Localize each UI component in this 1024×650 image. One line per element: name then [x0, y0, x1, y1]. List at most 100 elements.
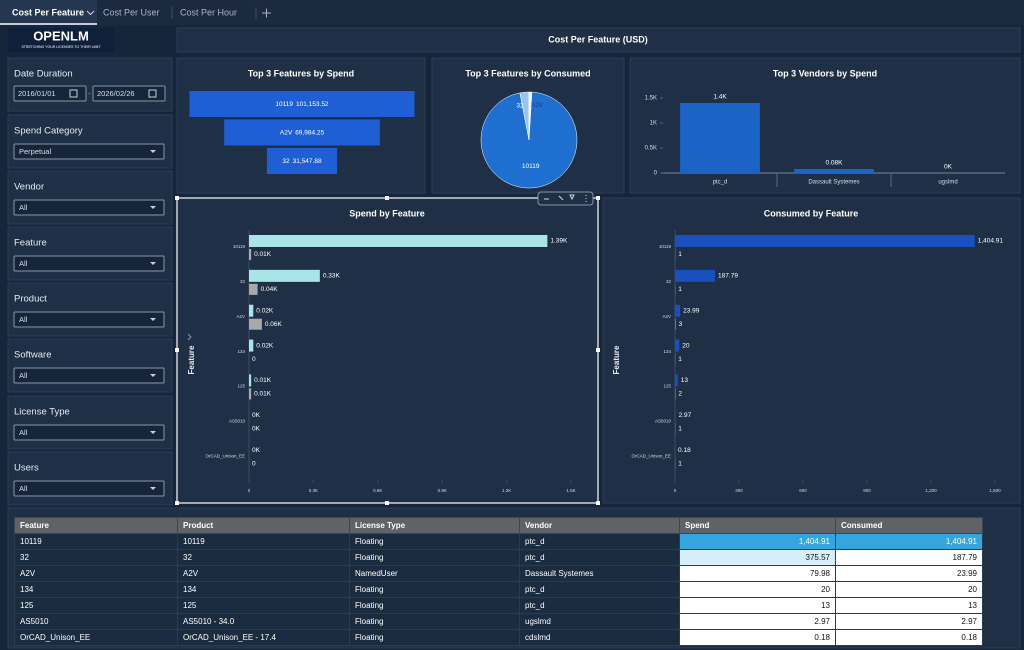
dropdown[interactable] [13, 367, 165, 384]
column-header[interactable]: Vendor [519, 517, 680, 534]
resize-handle[interactable] [385, 501, 389, 505]
filter-label: Product [14, 294, 47, 305]
table-cell: Floating [349, 629, 520, 646]
bar [675, 409, 676, 422]
date-input[interactable] [92, 85, 166, 102]
pie-label: A2V [531, 102, 544, 109]
dropdown[interactable] [13, 424, 165, 441]
filter-panel [7, 170, 173, 225]
table-cell: 1,404.91 [679, 533, 836, 550]
bar [675, 374, 678, 387]
y-tick-label: 10119 [233, 244, 246, 249]
logo: OPENLM [33, 28, 89, 43]
table-cell: ptc_d [519, 597, 680, 614]
pie-label: 32 [516, 102, 524, 109]
table-cell: Floating [349, 597, 520, 614]
dropdown[interactable] [13, 480, 165, 497]
dropdown-caret [150, 431, 156, 434]
dropdown[interactable] [13, 255, 165, 272]
table-cell: 13 [679, 597, 836, 614]
filter-panel [7, 282, 173, 337]
resize-handle[interactable] [385, 196, 389, 200]
bar [794, 169, 874, 173]
bar [249, 283, 258, 295]
resize-handle[interactable] [596, 348, 600, 352]
y-tick-label: 134 [237, 349, 245, 354]
x-tick-label: 0.6K [373, 488, 382, 493]
table-cell: Dassault Systemes [519, 565, 680, 582]
tab[interactable]: Cost Per User [103, 7, 160, 17]
expand-chevron[interactable] [187, 333, 192, 341]
filter-panel [7, 114, 173, 169]
x-tick-label: 1,200 [925, 488, 937, 493]
y-tick-label: OrCAD_Unison_EE [631, 453, 671, 458]
bar [249, 304, 254, 317]
dropdown[interactable] [13, 311, 165, 328]
value-label: 20 [682, 342, 690, 349]
column-header[interactable]: Feature [14, 517, 178, 534]
tab[interactable]: Cost Per Hour [180, 7, 237, 17]
data-table: Feature Product License Type Vendor Spend Con… [14, 517, 983, 646]
table-cell: 375.57 [679, 549, 836, 566]
y-tick-label: 125 [663, 384, 671, 389]
value-label: 1 [678, 356, 682, 363]
y-tick-label: 125 [237, 384, 245, 389]
resize-handle[interactable] [596, 196, 600, 200]
add-tab-icon[interactable] [262, 8, 271, 18]
date-value: 2016/01/01 [18, 89, 56, 98]
date-separator: - [89, 92, 91, 98]
value-label: 1 [678, 426, 682, 433]
resize-handle[interactable] [175, 501, 179, 505]
funnel-bar [266, 148, 338, 174]
dropdown-caret [150, 374, 156, 377]
value-label: 187.79 [718, 273, 738, 280]
visual-toolbar[interactable] [537, 191, 594, 206]
table-cell: cdslmd [519, 629, 680, 646]
resize-handle[interactable] [175, 348, 179, 352]
funnel-label: 32 31,547.88 [282, 158, 322, 165]
table-cell: Floating [349, 613, 520, 630]
column-header[interactable]: License Type [349, 517, 520, 534]
tab[interactable]: Cost Per Feature [12, 7, 84, 17]
table-row: AS5010 AS5010 - 34.0 Floating ugslmd 2.97 2.9… [14, 613, 983, 630]
calendar-icon[interactable] [69, 89, 78, 98]
table-cell: 134 [177, 581, 350, 598]
chart-title: Top 3 Features by Consumed [465, 68, 590, 78]
table-row: A2V A2V NamedUser Dassault Systemes 79.98 23.… [14, 565, 983, 582]
column-header[interactable]: Spend [679, 517, 836, 534]
dropdown[interactable] [13, 143, 165, 160]
table-cell: 20 [679, 581, 836, 598]
dropdown[interactable] [13, 199, 165, 216]
bar [249, 318, 262, 330]
table-cell: 32 [14, 549, 178, 566]
funnel-label: A2V 69,984.25 [280, 129, 325, 136]
x-tick-label: 900 [863, 488, 871, 493]
value-label: 0K [944, 164, 953, 171]
toolbar-icons[interactable] [544, 194, 587, 202]
y-tick-label: 0.5K [645, 146, 657, 152]
active-tab-bg [0, 0, 97, 25]
bar [675, 235, 975, 247]
funnel-label: 10119 101,153.52 [275, 101, 329, 108]
value-label: 0 [252, 460, 256, 467]
tab-chevron[interactable] [86, 10, 95, 16]
resize-handle[interactable] [596, 501, 600, 505]
dropdown-caret [150, 318, 156, 321]
dropdown-caret [150, 487, 156, 490]
column-header[interactable]: Product [177, 517, 350, 534]
resize-handle[interactable] [175, 196, 179, 200]
table-cell: ptc_d [519, 533, 680, 550]
bar [675, 304, 681, 317]
value-label: 23.99 [683, 307, 700, 314]
table-row: OrCAD_Unison_EE OrCAD_Unison_EE - 17.4 Flo… [14, 629, 983, 646]
calendar-icon[interactable] [148, 89, 157, 98]
pie-label: 10119 [522, 163, 540, 170]
column-header[interactable]: Consumed [835, 517, 983, 534]
table-row: 32 32 Floating ptc_d 375.57 187.79 [14, 549, 983, 566]
y-tick-label: A2V [236, 314, 245, 319]
table-cell: 0.18 [679, 629, 836, 646]
value-label: 2.97 [679, 412, 692, 419]
bar [675, 269, 716, 282]
date-input[interactable] [13, 85, 87, 102]
